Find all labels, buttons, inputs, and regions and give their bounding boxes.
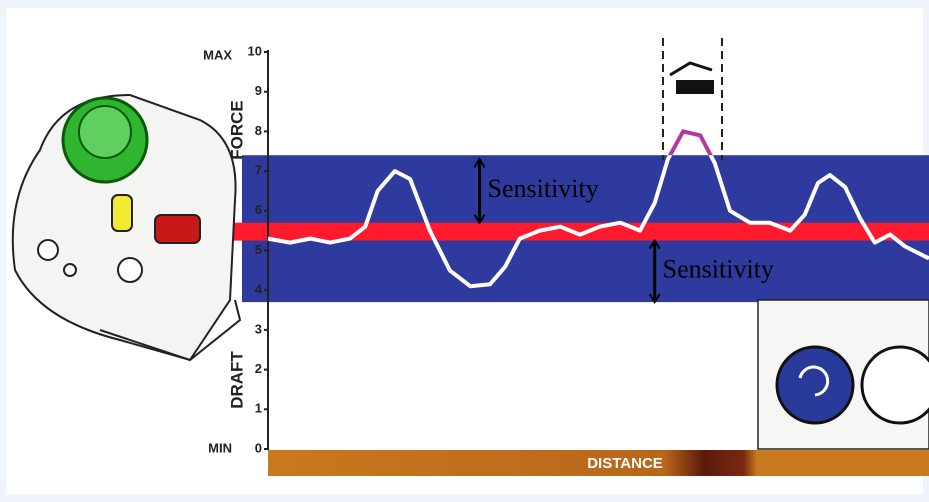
y-tick-label: 10 [248, 43, 262, 58]
lift-zone [662, 38, 723, 160]
y-tick-label: 5 [255, 242, 262, 257]
y-tick-label: 7 [255, 163, 262, 178]
arrow-head [473, 157, 486, 168]
sensitivity-label: Sensitivity [488, 174, 599, 203]
y-tick-label: 2 [255, 361, 262, 376]
dial-illustration [757, 299, 929, 450]
y-axis-label: FORCE [227, 100, 246, 160]
line [267, 129, 929, 289]
min-label: MIN [208, 440, 232, 455]
y-axis-label: DRAFT [227, 351, 246, 409]
y-tick-label: 3 [255, 321, 262, 336]
arrow-head [473, 214, 486, 225]
y-tick-label: 1 [255, 401, 262, 416]
y-tick-label: 8 [255, 123, 262, 138]
x-axis-label: DISTANCE [587, 455, 663, 472]
y-tick-label: 4 [255, 282, 263, 297]
sensitivity-label: Sensitivity [663, 254, 774, 283]
y-tick-label: 6 [255, 202, 262, 217]
setpoint-band [195, 222, 929, 241]
y-tick-label: 9 [255, 83, 262, 98]
max-label: MAX [203, 47, 232, 62]
arrow-head [648, 238, 661, 250]
control-illustration [11, 93, 242, 362]
distance-bar [268, 450, 929, 476]
arrow-head [648, 293, 661, 304]
y-tick-label: 0 [255, 440, 262, 455]
